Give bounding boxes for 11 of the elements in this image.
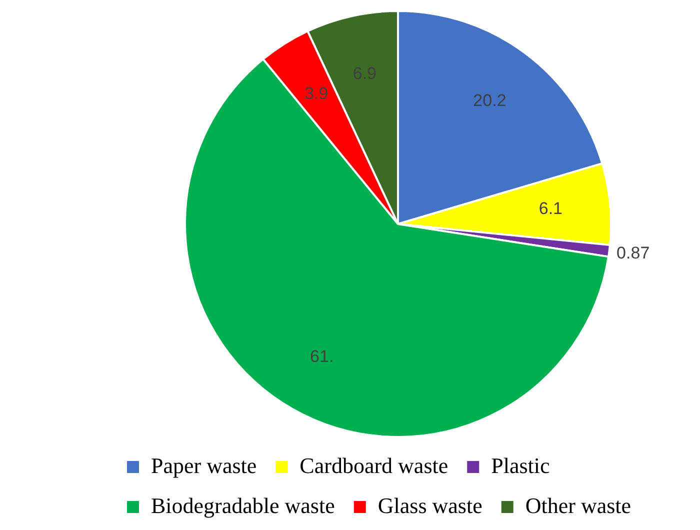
legend-label: Paper waste (151, 452, 257, 478)
legend-label: Biodegradable waste (151, 492, 335, 518)
legend-label: Plastic (491, 452, 550, 478)
data-label: 20.2 (473, 90, 506, 110)
legend-label: Glass waste (378, 492, 482, 518)
data-label: 6.1 (538, 199, 562, 218)
data-label: 0.87 (616, 244, 650, 263)
data-label: 61. (310, 346, 334, 366)
legend-label: Other waste (525, 492, 632, 518)
legend-label: Cardboard waste (300, 452, 448, 478)
data-label: 3.9 (304, 84, 328, 103)
